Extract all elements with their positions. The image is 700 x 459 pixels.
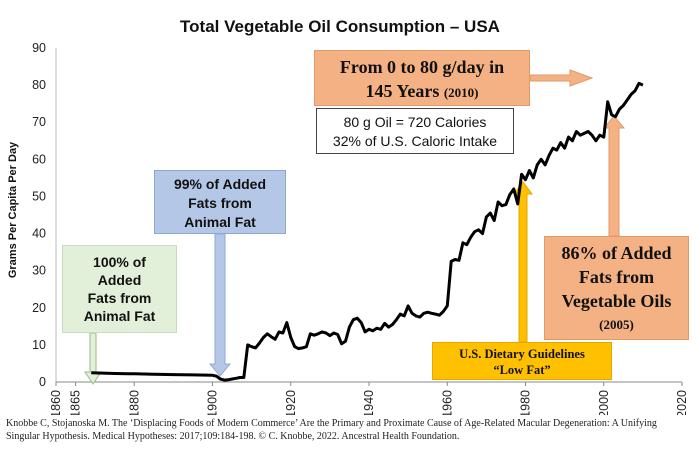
y-tick-label: 80	[32, 78, 46, 92]
series-line-vegetable-oil	[91, 81, 644, 382]
y-axis-label: Grams Per Capita Per Day	[7, 141, 19, 278]
annotation-line: Animal Fat	[184, 214, 256, 230]
annotation-line: Fats from	[188, 195, 252, 211]
y-tick-label: 50	[32, 189, 46, 203]
annotation-line: 80 g Oil = 720 Calories	[343, 114, 487, 130]
chart-svg: Total Vegetable Oil Consumption – USA Gr…	[7, 17, 689, 415]
x-tick-label: 1980	[519, 390, 533, 415]
annotation-line: Animal Fat	[83, 308, 156, 324]
x-tick-label: 2000	[597, 390, 611, 415]
annotation-line: Fats from	[578, 267, 655, 287]
annotation-year-2010: (2010)	[443, 85, 479, 100]
annotation-100pct-animal-fat: 100% of Added Fats from Animal Fat	[62, 245, 177, 333]
annotation-line: 32% of U.S. Caloric Intake	[332, 133, 498, 149]
y-tick-label: 30	[32, 264, 46, 278]
annotation-line: From 0 to 80 g/day in	[339, 57, 505, 77]
x-tick-label: 1940	[362, 390, 376, 415]
y-tick-label: 10	[32, 338, 46, 352]
y-tick-label: 60	[32, 152, 46, 166]
y-tick-label: 40	[32, 227, 46, 241]
annotation-line: U.S. Dietary Guidelines	[459, 347, 585, 361]
annotation-arrows	[84, 69, 626, 385]
x-tick-label: 1880	[127, 390, 141, 415]
annotation-line: Added	[97, 272, 142, 288]
annotation-dietary-guidelines: U.S. Dietary Guidelines “Low Fat”	[432, 342, 612, 380]
annotation-86pct-vegetable-oils: 86% of Added Fats from Vegetable Oils (2…	[544, 236, 689, 340]
y-tick-label: 90	[32, 41, 46, 55]
annotation-line-2: 145 Years (2010)	[315, 79, 529, 105]
annotation-99pct-animal-fat: 99% of Added Fats from Animal Fat	[154, 170, 286, 234]
x-tick-label: 2020	[675, 390, 689, 415]
annotation-year-2005: (2005)	[599, 317, 634, 332]
arrow-1865	[84, 332, 102, 385]
y-tick-label: 20	[32, 301, 46, 315]
annotation-line: Vegetable Oils	[561, 291, 672, 311]
x-tick-label: 1960	[440, 390, 454, 415]
y-tick-label: 0	[39, 375, 46, 389]
arrow-2005	[602, 115, 626, 237]
citation-line: Knobbe C, Stojanoska M. The ‘Displacing …	[6, 418, 657, 429]
x-tick-labels: 1860 1865 1880 1900 1920 1940 1960 1980 2000 2020	[49, 382, 689, 415]
y-axis-label-group: Grams Per Capita Per Day	[7, 141, 19, 278]
y-tick-label: 70	[32, 115, 46, 129]
annotation-80g-oil-calories: 80 g Oil = 720 Calories 32% of U.S. Calo…	[316, 108, 514, 154]
annotation-line: Fats from	[87, 290, 152, 306]
chart-title: Total Vegetable Oil Consumption – USA	[180, 17, 500, 36]
x-tick-label: 1920	[284, 390, 298, 415]
arrow-dietary-guidelines	[513, 181, 533, 343]
annotation-years: 145 Years	[365, 81, 440, 101]
citation: Knobbe C, Stojanoska M. The ‘Displacing …	[6, 417, 696, 443]
y-tick-labels: 0 10 20 30 40 50 60 70 80 90	[32, 41, 46, 389]
x-tick-label: 1900	[206, 390, 220, 415]
annotation-line: “Low Fat”	[493, 363, 551, 377]
arrow-2010	[529, 69, 594, 87]
annotation-0-to-80-gday: From 0 to 80 g/day in 145 Years (2010)	[314, 50, 530, 106]
x-tick-label: 1860	[49, 390, 63, 415]
annotation-line: 86% of Added	[561, 243, 672, 263]
annotation-line: 100% of	[93, 254, 146, 270]
arrow-1900	[208, 233, 232, 377]
citation-line: Singular Hypothesis. Medical Hypotheses:…	[6, 431, 460, 442]
annotation-line: 99% of Added	[173, 176, 267, 192]
x-tick-label: 1865	[69, 390, 83, 415]
